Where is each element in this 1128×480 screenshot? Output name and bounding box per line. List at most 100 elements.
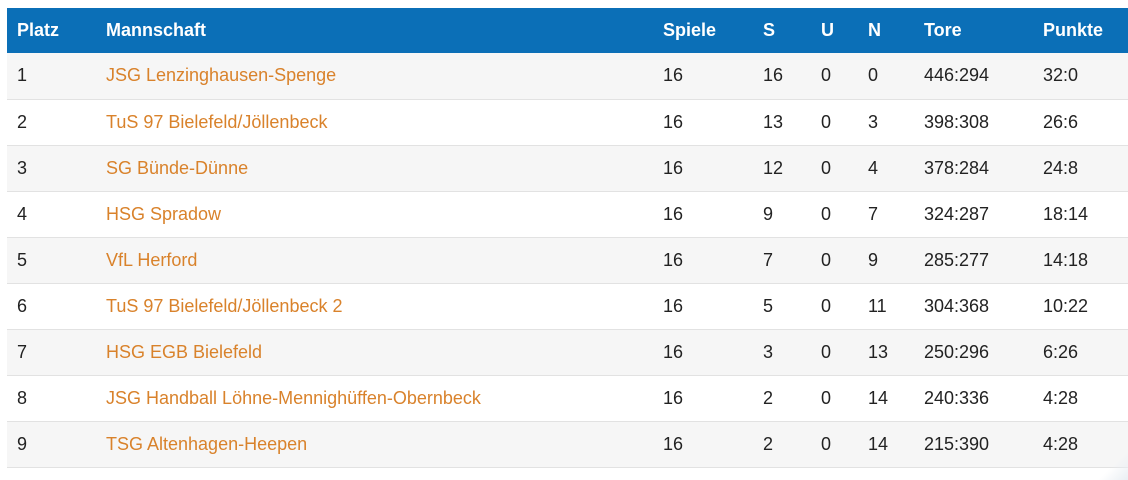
cell-platz: 6 bbox=[17, 295, 28, 316]
table-row: 3 SG Bünde-Dünne 16 12 0 4 378:284 24:8 bbox=[7, 145, 1128, 191]
cell-tore: 446:294 bbox=[924, 65, 990, 86]
table-row: 6 TuS 97 Bielefeld/Jöllenbeck 2 16 5 0 11 304:… bbox=[7, 283, 1128, 329]
cell-spiele: 16 bbox=[663, 65, 684, 86]
cell-platz: 7 bbox=[17, 341, 28, 362]
cell-s: 16 bbox=[763, 65, 784, 86]
cell-punkte: 14:18 bbox=[1043, 249, 1089, 270]
cell-team: JSG Handball Löhne-Mennighüffen-Obernbec… bbox=[96, 375, 653, 421]
cell-team: JSG Lenzinghausen-Spenge bbox=[96, 53, 653, 99]
header-punkte: Punkte bbox=[1043, 20, 1104, 40]
header-n: N bbox=[868, 20, 881, 40]
table-row: 5 VfL Herford 16 7 0 9 285:277 14:18 bbox=[7, 237, 1128, 283]
cell-punkte: 24:8 bbox=[1043, 157, 1079, 178]
table-row: 4 HSG Spradow 16 9 0 7 324:287 18:14 bbox=[7, 191, 1128, 237]
team-link[interactable]: JSG Lenzinghausen-Spenge bbox=[106, 65, 337, 86]
cell-n: 13 bbox=[868, 341, 889, 362]
cell-punkte: 18:14 bbox=[1043, 203, 1089, 224]
header-u: U bbox=[821, 20, 834, 40]
table-row: 1 JSG Lenzinghausen-Spenge 16 16 0 0 446:294 32… bbox=[7, 53, 1128, 99]
cell-u: 0 bbox=[821, 203, 832, 224]
cell-tore: 324:287 bbox=[924, 203, 990, 224]
team-link[interactable]: SG Bünde-Dünne bbox=[106, 157, 249, 178]
header-platz: Platz bbox=[17, 20, 60, 40]
cell-n: 4 bbox=[868, 157, 879, 178]
cell-s: 13 bbox=[763, 111, 784, 132]
cell-punkte: 10:22 bbox=[1043, 295, 1089, 316]
cell-team: TSG Altenhagen-Heepen bbox=[96, 421, 653, 467]
cell-u: 0 bbox=[821, 111, 832, 132]
cell-platz: 3 bbox=[17, 157, 28, 178]
cell-platz: 8 bbox=[17, 387, 28, 408]
cell-u: 0 bbox=[821, 65, 832, 86]
cell-spiele: 16 bbox=[663, 249, 684, 270]
header-s: S bbox=[763, 20, 776, 40]
cell-spiele: 16 bbox=[663, 433, 684, 454]
table-row: 9 TSG Altenhagen-Heepen 16 2 0 14 215:390 4:28 bbox=[7, 421, 1128, 467]
cell-tore: 215:390 bbox=[924, 433, 990, 454]
cell-spiele: 16 bbox=[663, 341, 684, 362]
team-link[interactable]: JSG Handball Löhne-Mennighüffen-Obernbec… bbox=[106, 387, 481, 408]
cell-team: TuS 97 Bielefeld/Jöllenbeck bbox=[96, 99, 653, 145]
cell-n: 0 bbox=[868, 65, 879, 86]
cell-spiele: 16 bbox=[663, 111, 684, 132]
header-spiele: Spiele bbox=[663, 20, 717, 40]
cell-n: 9 bbox=[868, 249, 879, 270]
cell-team: TuS 97 Bielefeld/Jöllenbeck 2 bbox=[96, 283, 653, 329]
cell-s: 5 bbox=[763, 295, 774, 316]
cell-s: 2 bbox=[763, 433, 774, 454]
cell-u: 0 bbox=[821, 387, 832, 408]
cell-s: 3 bbox=[763, 341, 774, 362]
cell-platz: 5 bbox=[17, 249, 28, 270]
cell-u: 0 bbox=[821, 157, 832, 178]
cell-punkte: 32:0 bbox=[1043, 65, 1079, 86]
team-link[interactable]: HSG Spradow bbox=[106, 203, 222, 224]
cell-punkte: 4:28 bbox=[1043, 387, 1079, 408]
cell-team: HSG Spradow bbox=[96, 191, 653, 237]
cell-s: 7 bbox=[763, 249, 774, 270]
cell-spiele: 16 bbox=[663, 387, 684, 408]
cell-n: 3 bbox=[868, 111, 879, 132]
cell-tore: 378:284 bbox=[924, 157, 990, 178]
cell-n: 14 bbox=[868, 387, 889, 408]
team-link[interactable]: HSG EGB Bielefeld bbox=[106, 341, 263, 362]
table-row: 8 JSG Handball Löhne-Mennighüffen-Obernbe… bbox=[7, 375, 1128, 421]
cell-spiele: 16 bbox=[663, 157, 684, 178]
cell-tore: 285:277 bbox=[924, 249, 990, 270]
cell-platz: 1 bbox=[17, 65, 28, 86]
cell-u: 0 bbox=[821, 341, 832, 362]
table-row: 7 HSG EGB Bielefeld 16 3 0 13 250:296 6:26 bbox=[7, 329, 1128, 375]
team-link[interactable]: TSG Altenhagen-Heepen bbox=[106, 433, 308, 454]
table-body: 1 JSG Lenzinghausen-Spenge 16 16 0 0 446:294 32… bbox=[7, 53, 1128, 467]
cell-punkte: 6:26 bbox=[1043, 341, 1079, 362]
cell-n: 14 bbox=[868, 433, 889, 454]
cell-platz: 9 bbox=[17, 433, 28, 454]
header-row: Platz Mannschaft Spiele S U N Tore Punkt… bbox=[7, 8, 1128, 53]
standings-table: Platz Mannschaft Spiele S U N Tore Punkt… bbox=[7, 8, 1128, 468]
corner-shadow bbox=[1098, 450, 1128, 480]
cell-spiele: 16 bbox=[663, 203, 684, 224]
cell-tore: 240:336 bbox=[924, 387, 990, 408]
cell-tore: 398:308 bbox=[924, 111, 990, 132]
cell-n: 11 bbox=[868, 295, 887, 316]
header-team: Mannschaft bbox=[106, 20, 207, 40]
team-link[interactable]: VfL Herford bbox=[106, 249, 198, 270]
cell-spiele: 16 bbox=[663, 295, 684, 316]
cell-n: 7 bbox=[868, 203, 879, 224]
cell-team: HSG EGB Bielefeld bbox=[96, 329, 653, 375]
cell-u: 0 bbox=[821, 249, 832, 270]
team-link[interactable]: TuS 97 Bielefeld/Jöllenbeck bbox=[106, 111, 328, 132]
cell-team: SG Bünde-Dünne bbox=[96, 145, 653, 191]
team-link[interactable]: TuS 97 Bielefeld/Jöllenbeck 2 bbox=[106, 295, 343, 316]
table-row: 2 TuS 97 Bielefeld/Jöllenbeck 16 13 0 3 398:30… bbox=[7, 99, 1128, 145]
cell-s: 9 bbox=[763, 203, 774, 224]
cell-team: VfL Herford bbox=[96, 237, 653, 283]
cell-punkte: 26:6 bbox=[1043, 111, 1079, 132]
cell-platz: 4 bbox=[17, 203, 28, 224]
standings-container: Platz Mannschaft Spiele S U N Tore Punkt… bbox=[7, 8, 1128, 468]
cell-u: 0 bbox=[821, 433, 832, 454]
header-tore: Tore bbox=[924, 20, 962, 40]
cell-tore: 304:368 bbox=[924, 295, 990, 316]
cell-s: 2 bbox=[763, 387, 774, 408]
cell-u: 0 bbox=[821, 295, 832, 316]
table-header: Platz Mannschaft Spiele S U N Tore Punkt… bbox=[7, 8, 1128, 53]
